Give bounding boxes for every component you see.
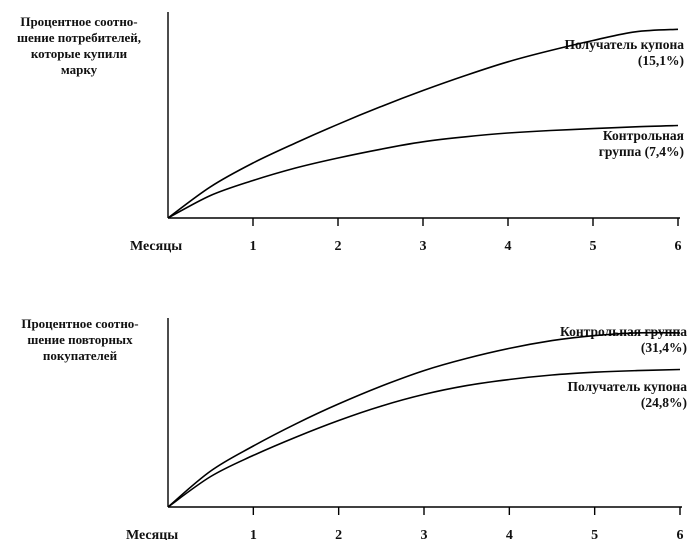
bottom-series-line-2 <box>167 368 681 508</box>
top-x-tick-label-2: 2 <box>335 239 342 254</box>
top-series-label-control: Контрольная группа (7,4%) <box>598 128 684 159</box>
top-x-tick-label-3: 3 <box>420 239 427 254</box>
top-x-tick-label-4: 4 <box>505 239 512 254</box>
top-x-tick-label-6: 6 <box>675 239 682 254</box>
top-series-line-2 <box>167 124 679 219</box>
bottom-x-tick-label-4: 4 <box>506 528 513 540</box>
bottom-x-tick-label-3: 3 <box>421 528 428 540</box>
bottom-x-tick-label-6: 6 <box>677 528 684 540</box>
top-x-tick-label-1: 1 <box>250 239 257 254</box>
top-series-line-1 <box>167 28 679 219</box>
bottom-x-tick-label-5: 5 <box>591 528 598 540</box>
top-x-axis-label: Месяцы <box>130 239 182 254</box>
bottom-chart-y-axis-label: Процентное соотно- шение повторных покуп… <box>21 316 139 363</box>
bottom-x-tick-label-1: 1 <box>250 528 257 540</box>
bottom-series-label-coupon: Получатель купона (24,8%) <box>567 379 687 410</box>
top-x-tick-label-5: 5 <box>590 239 597 254</box>
bottom-x-tick-label-2: 2 <box>335 528 342 540</box>
bottom-x-axis-label: Месяцы <box>126 528 178 540</box>
top-chart-y-axis-label: Процентное соотно- шение потребителей, к… <box>16 14 142 77</box>
bottom-series-line-1 <box>167 331 681 508</box>
